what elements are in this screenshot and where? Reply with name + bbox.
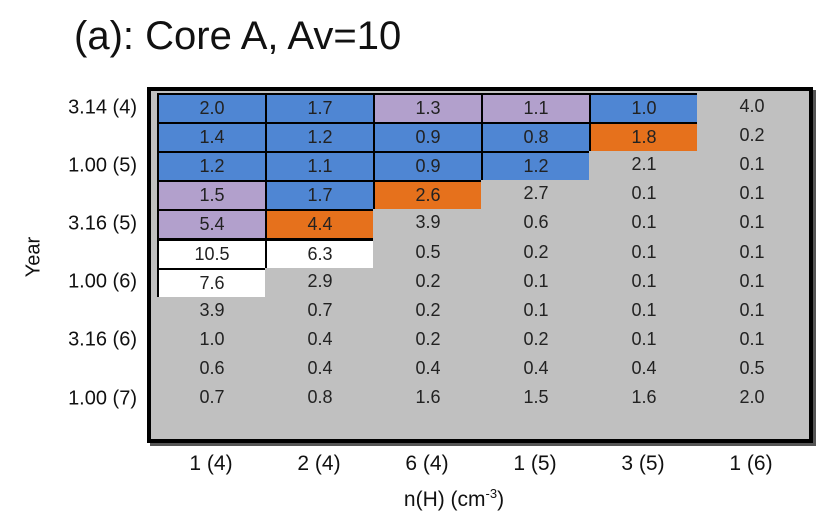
table-cell-r10-c2: 0.4 [265,354,375,386]
table-cell-r1-c5: 1.0 [589,93,699,125]
table-cell-r3-c2: 1.1 [265,151,375,183]
table-cell-r1-c1: 2.0 [157,93,267,125]
table-cell-r10-c6: 0.5 [697,354,807,386]
table-cell-r7-c2: 2.9 [265,267,375,299]
table-cell-r7-c5: 0.1 [589,267,699,299]
table-cell-r11-c2: 0.8 [265,384,375,416]
table-cell-r10-c1: 0.6 [157,354,267,386]
table-cell-r2-c5: 1.8 [589,122,699,154]
y-tick-label-2: 1.00 (5) [68,154,137,177]
x-axis-label: n(H) (cm-3) [404,486,504,512]
x-axis-label-exponent: -3 [485,486,498,501]
table-cell-r6-c3: 0.5 [373,238,483,270]
x-axis-label-text: n(H) (cm [403,488,486,511]
table-grid: 2.0 1.7 1.3 1.1 1.0 4.0 1.4 1.2 0.9 0.8 1.8 0.2 1.2 1… [147,87,813,443]
table-cell-r5-c4: 0.6 [481,209,591,241]
table-cell-r11-c1: 0.7 [157,384,267,416]
table-cell-r2-c1: 1.4 [157,122,267,154]
y-tick-label-1: 3.14 (4) [68,96,137,119]
table-cell-r5-c1: 5.4 [157,209,267,241]
x-tick-label-2: 2 (4) [297,452,341,475]
table-cell-r8-c3: 0.2 [373,296,483,328]
table-cell-r10-c3: 0.4 [373,354,483,386]
y-tick-label-6: 1.00 (7) [68,387,137,410]
table-cell-r8-c6: 0.1 [697,296,807,328]
table-cell-r7-c4: 0.1 [481,267,591,299]
table-cell-r9-c2: 0.4 [265,325,375,357]
table-cell-r7-c3: 0.2 [373,267,483,299]
y-axis-label: Year [22,236,45,278]
table-cell-r2-c3: 0.9 [373,122,483,154]
table-cell-r7-c1: 7.6 [157,267,267,299]
table-cell-r1-c2: 1.7 [265,93,375,125]
y-tick-label-4: 1.00 (6) [68,270,137,293]
table-cell-r9-c3: 0.2 [373,325,483,357]
x-axis-label-suffix: ) [497,488,505,511]
x-tick-label-6: 1 (6) [729,452,773,475]
table-cell-r1-c4: 1.1 [481,93,591,125]
table-cell-r5-c3: 3.9 [373,209,483,241]
x-tick-label-1: 1 (4) [189,452,233,475]
table-cell-r8-c4: 0.1 [481,296,591,328]
x-tick-label-5: 3 (5) [621,452,665,475]
table-cell-r9-c1: 1.0 [157,325,267,357]
table-cell-r3-c3: 0.9 [373,151,483,183]
table-cell-r1-c3: 1.3 [373,93,483,125]
table-cell-r2-c2: 1.2 [265,122,375,154]
table-cell-r4-c6: 0.1 [697,180,807,212]
table-cell-r1-c6: 4.0 [697,93,807,125]
table-cell-r10-c4: 0.4 [481,354,591,386]
table-cell-r2-c6: 0.2 [697,122,807,154]
table-cell-r6-c2: 6.3 [265,238,375,270]
y-tick-label-3: 3.16 (5) [68,212,137,235]
table-cell-r3-c4: 1.2 [481,151,591,183]
table-cell-r7-c6: 0.1 [697,267,807,299]
table-cell-r6-c1: 10.5 [157,238,267,270]
x-tick-label-3: 6 (4) [405,452,449,475]
chart-title: (a): Core A, Av=10 [74,14,402,58]
table-cell-r6-c6: 0.1 [697,238,807,270]
table-cell-r8-c5: 0.1 [589,296,699,328]
table-cell-r4-c4: 2.7 [481,180,591,212]
table-cell-r11-c5: 1.6 [589,384,699,416]
table-cell-r9-c5: 0.1 [589,325,699,357]
table-cell-r8-c2: 0.7 [265,296,375,328]
table-cell-r3-c5: 2.1 [589,151,699,183]
table-cell-r4-c5: 0.1 [589,180,699,212]
table-cell-r4-c2: 1.7 [265,180,375,212]
table-cell-r6-c4: 0.2 [481,238,591,270]
table-cell-r3-c1: 1.2 [157,151,267,183]
table-cell-r10-c5: 0.4 [589,354,699,386]
table-cell-r2-c4: 0.8 [481,122,591,154]
table-cell-r11-c4: 1.5 [481,384,591,416]
table-cell-r4-c3: 2.6 [373,180,483,212]
table-cell-r5-c2: 4.4 [265,209,375,241]
table-cell-r5-c5: 0.1 [589,209,699,241]
table-cell-r4-c1: 1.5 [157,180,267,212]
table-cell-r8-c1: 3.9 [157,296,267,328]
table-cell-r9-c4: 0.2 [481,325,591,357]
table-cell-r11-c3: 1.6 [373,384,483,416]
x-tick-label-4: 1 (5) [513,452,557,475]
y-tick-label-5: 3.16 (6) [68,328,137,351]
table-cell-r3-c6: 0.1 [697,151,807,183]
table-cell-r6-c5: 0.1 [589,238,699,270]
table-cell-r5-c6: 0.1 [697,209,807,241]
table-cell-r11-c6: 2.0 [697,384,807,416]
table-cell-r9-c6: 0.1 [697,325,807,357]
